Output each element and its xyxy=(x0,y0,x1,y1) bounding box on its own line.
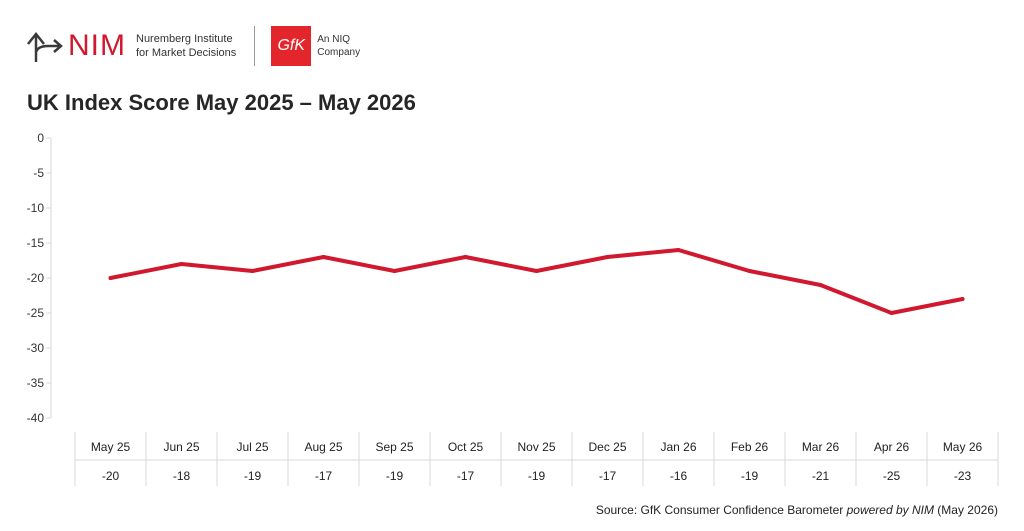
data-table-value: -19 xyxy=(244,469,262,483)
y-tick-label: -35 xyxy=(27,376,45,390)
data-point xyxy=(463,255,468,259)
data-table-value: -17 xyxy=(315,469,333,483)
data-point xyxy=(392,269,397,273)
series-line xyxy=(108,248,965,315)
data-point xyxy=(960,297,965,301)
nim-logo-subtitle: Nuremberg Institute for Market Decisions xyxy=(136,32,236,60)
data-table-value: -18 xyxy=(173,469,191,483)
data-table-value: -19 xyxy=(386,469,404,483)
x-category-label: Dec 25 xyxy=(588,440,626,454)
gfk-logo-subtitle: An NIQ Company xyxy=(317,33,360,59)
nim-logo-text: NIM xyxy=(68,29,126,62)
y-tick-label: 0 xyxy=(37,131,44,145)
source-note: Source: GfK Consumer Confidence Baromete… xyxy=(596,503,998,517)
data-table-value: -25 xyxy=(883,469,901,483)
data-point xyxy=(676,248,681,252)
logo-row: NIM Nuremberg Institute for Market Decis… xyxy=(24,24,360,68)
nim-subtitle-line1: Nuremberg Institute xyxy=(136,33,233,45)
data-point xyxy=(250,269,255,273)
data-table-value: -16 xyxy=(670,469,688,483)
data-point xyxy=(534,269,539,273)
y-tick-label: -25 xyxy=(27,306,45,320)
data-point xyxy=(179,262,184,266)
x-category-label: May 26 xyxy=(943,440,983,454)
data-table-value: -17 xyxy=(457,469,475,483)
data-point xyxy=(108,276,113,280)
y-tick-label: -40 xyxy=(27,411,45,425)
source-emphasis: powered by NIM xyxy=(846,503,934,517)
x-category-label: Oct 25 xyxy=(448,440,484,454)
y-tick-label: -20 xyxy=(27,271,45,285)
data-table-value: -20 xyxy=(102,469,120,483)
gfk-subtitle-line1: An NIQ xyxy=(317,34,351,45)
source-suffix: (May 2026) xyxy=(933,503,998,517)
y-tick-label: -30 xyxy=(27,341,45,355)
nim-arrow-icon xyxy=(27,31,63,62)
x-category-label: Jan 26 xyxy=(660,440,696,454)
chart-title: UK Index Score May 2025 – May 2026 xyxy=(27,90,416,115)
gfk-logo: GfK xyxy=(271,26,312,66)
x-category-label: Apr 26 xyxy=(874,440,910,454)
source-prefix: Source: GfK Consumer Confidence Baromete… xyxy=(595,503,847,517)
data-point xyxy=(889,311,894,315)
data-table-value: -21 xyxy=(812,469,830,483)
x-category-label: Jun 25 xyxy=(163,440,199,454)
y-tick-label: -5 xyxy=(33,166,44,180)
data-table-value: -17 xyxy=(599,469,617,483)
x-category-label: Sep 25 xyxy=(375,440,413,454)
data-table-value: -19 xyxy=(741,469,759,483)
gfk-subtitle-line2: Company xyxy=(317,47,361,58)
x-category-label: Mar 26 xyxy=(802,440,840,454)
x-category-label: Aug 25 xyxy=(304,440,342,454)
x-category-label: Feb 26 xyxy=(731,440,769,454)
y-tick-label: -15 xyxy=(27,236,45,250)
y-tick-label: -10 xyxy=(27,201,45,215)
gfk-logo-text: GfK xyxy=(277,37,306,54)
x-category-label: Nov 25 xyxy=(517,440,555,454)
nim-subtitle-line2: for Market Decisions xyxy=(136,47,237,59)
x-category-label: Jul 25 xyxy=(236,440,268,454)
data-point xyxy=(747,269,752,273)
data-point xyxy=(321,255,326,259)
data-table-value: -19 xyxy=(528,469,546,483)
data-table-value: -23 xyxy=(954,469,972,483)
x-category-label: May 25 xyxy=(91,440,131,454)
data-point xyxy=(605,255,610,259)
logo-divider xyxy=(254,26,256,66)
data-point xyxy=(818,283,823,287)
